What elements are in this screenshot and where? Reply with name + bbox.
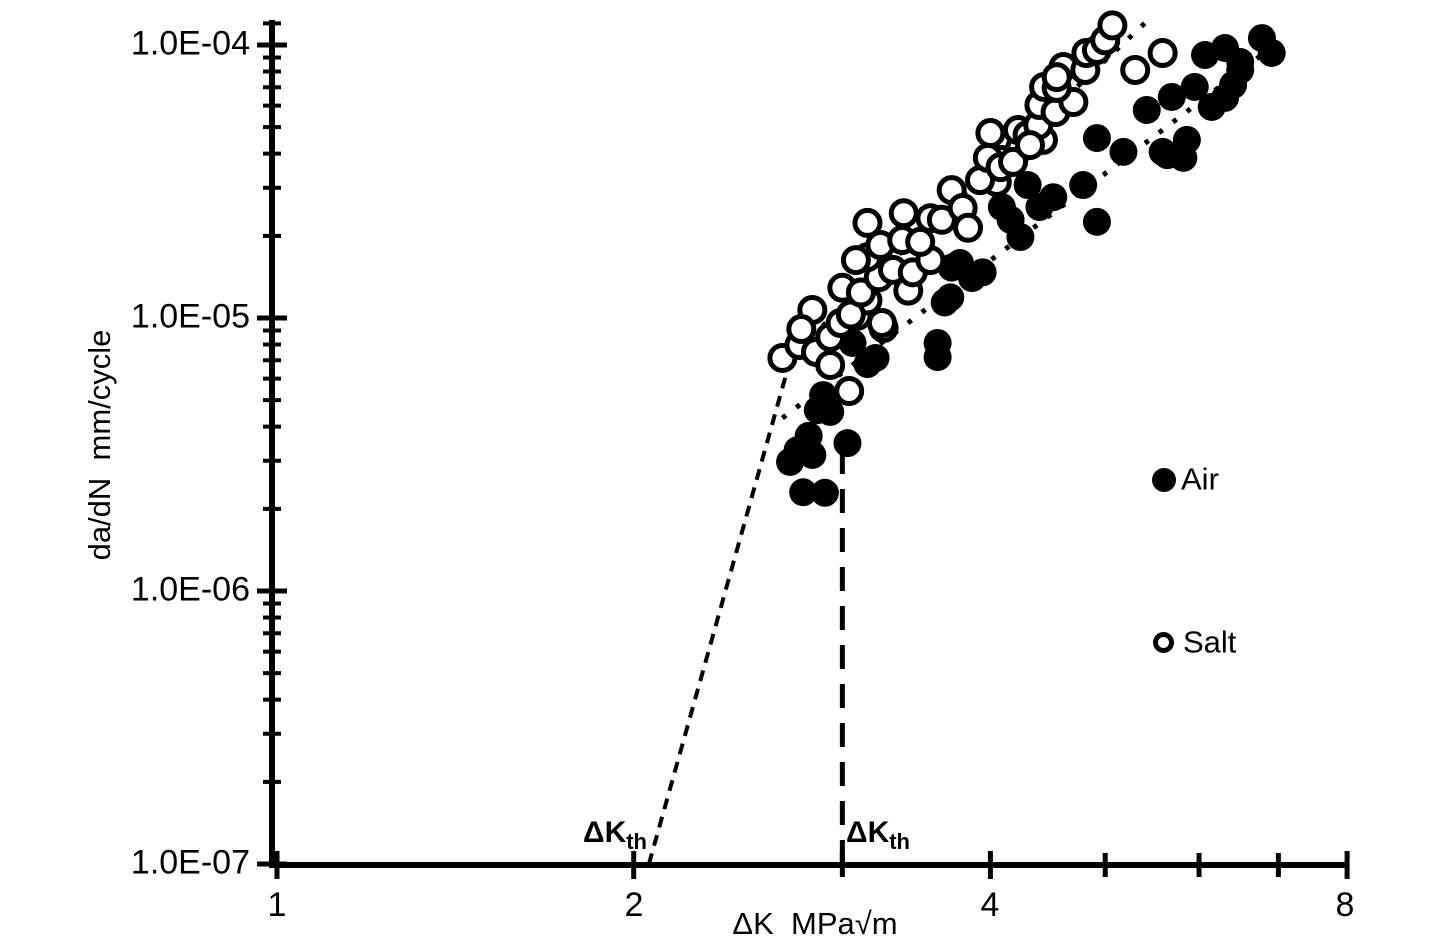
data-point-salt bbox=[953, 212, 984, 243]
data-point-air bbox=[1069, 171, 1098, 200]
data-point-salt bbox=[866, 307, 897, 338]
data-point-air bbox=[1082, 207, 1111, 236]
data-point-salt bbox=[975, 118, 1006, 149]
data-point-air bbox=[968, 258, 997, 287]
salt-threshold-dashed-line bbox=[646, 366, 791, 865]
data-point-air bbox=[1039, 183, 1068, 212]
x-tick-label-8: 8 bbox=[1335, 886, 1355, 924]
y-tick-label-1e-6: 1.0E-06 bbox=[130, 570, 250, 609]
x-axis-title: ΔK MPa√m bbox=[732, 906, 898, 941]
delta-k-main: ΔK bbox=[583, 816, 627, 849]
data-point-air bbox=[1157, 82, 1186, 111]
data-point-air bbox=[861, 343, 890, 372]
delta-k-sub: th bbox=[626, 829, 647, 854]
legend-salt-label: Salt bbox=[1183, 624, 1237, 660]
data-point-salt bbox=[1120, 54, 1151, 85]
y-tick-label-1e-4: 1.0E-04 bbox=[130, 24, 250, 63]
data-point-salt bbox=[815, 349, 846, 380]
delta-k-threshold-label-salt: ΔKth bbox=[583, 816, 647, 855]
data-point-air bbox=[1132, 95, 1161, 124]
data-point-air bbox=[1013, 171, 1042, 200]
y-axis-title: da/dN mm/cycle bbox=[82, 329, 117, 561]
data-point-salt bbox=[905, 226, 936, 257]
data-point-air bbox=[810, 478, 839, 507]
data-point-salt bbox=[786, 314, 817, 345]
data-point-air bbox=[833, 429, 862, 458]
data-point-air bbox=[1172, 125, 1201, 154]
y-tick-label-1e-7: 1.0E-07 bbox=[130, 843, 250, 882]
delta-k-threshold-label-air: ΔKth bbox=[846, 816, 910, 855]
legend-air-filled-circle-icon bbox=[1152, 468, 1176, 492]
data-point-salt bbox=[834, 376, 865, 407]
data-point-air bbox=[1082, 124, 1111, 153]
data-point-air bbox=[798, 440, 827, 469]
data-point-salt bbox=[840, 245, 871, 276]
data-point-salt bbox=[1147, 37, 1178, 68]
x-tick-label-2: 2 bbox=[624, 886, 644, 924]
delta-k-main: ΔK bbox=[846, 816, 890, 849]
x-tick-label-4: 4 bbox=[980, 886, 1000, 924]
data-point-salt bbox=[1015, 130, 1046, 161]
data-point-air bbox=[1180, 72, 1209, 101]
data-point-air bbox=[1226, 55, 1255, 84]
legend-air-label: Air bbox=[1181, 461, 1219, 497]
data-point-air bbox=[1006, 223, 1035, 252]
delta-k-sub: th bbox=[889, 829, 910, 854]
data-point-air bbox=[1109, 137, 1138, 166]
data-point-salt bbox=[1041, 62, 1072, 93]
data-point-salt bbox=[998, 146, 1029, 177]
data-point-salt bbox=[888, 198, 919, 229]
data-point-air bbox=[923, 328, 952, 357]
data-point-air bbox=[789, 478, 818, 507]
legend-salt-open-circle-icon bbox=[1153, 632, 1174, 653]
data-point-air bbox=[809, 381, 838, 410]
x-tick-label-1: 1 bbox=[267, 886, 287, 924]
data-point-air bbox=[1257, 38, 1286, 67]
data-point-salt bbox=[1097, 10, 1128, 41]
y-tick-label-1e-5: 1.0E-05 bbox=[130, 297, 250, 336]
data-point-air bbox=[936, 283, 965, 312]
data-point-salt bbox=[852, 207, 883, 238]
